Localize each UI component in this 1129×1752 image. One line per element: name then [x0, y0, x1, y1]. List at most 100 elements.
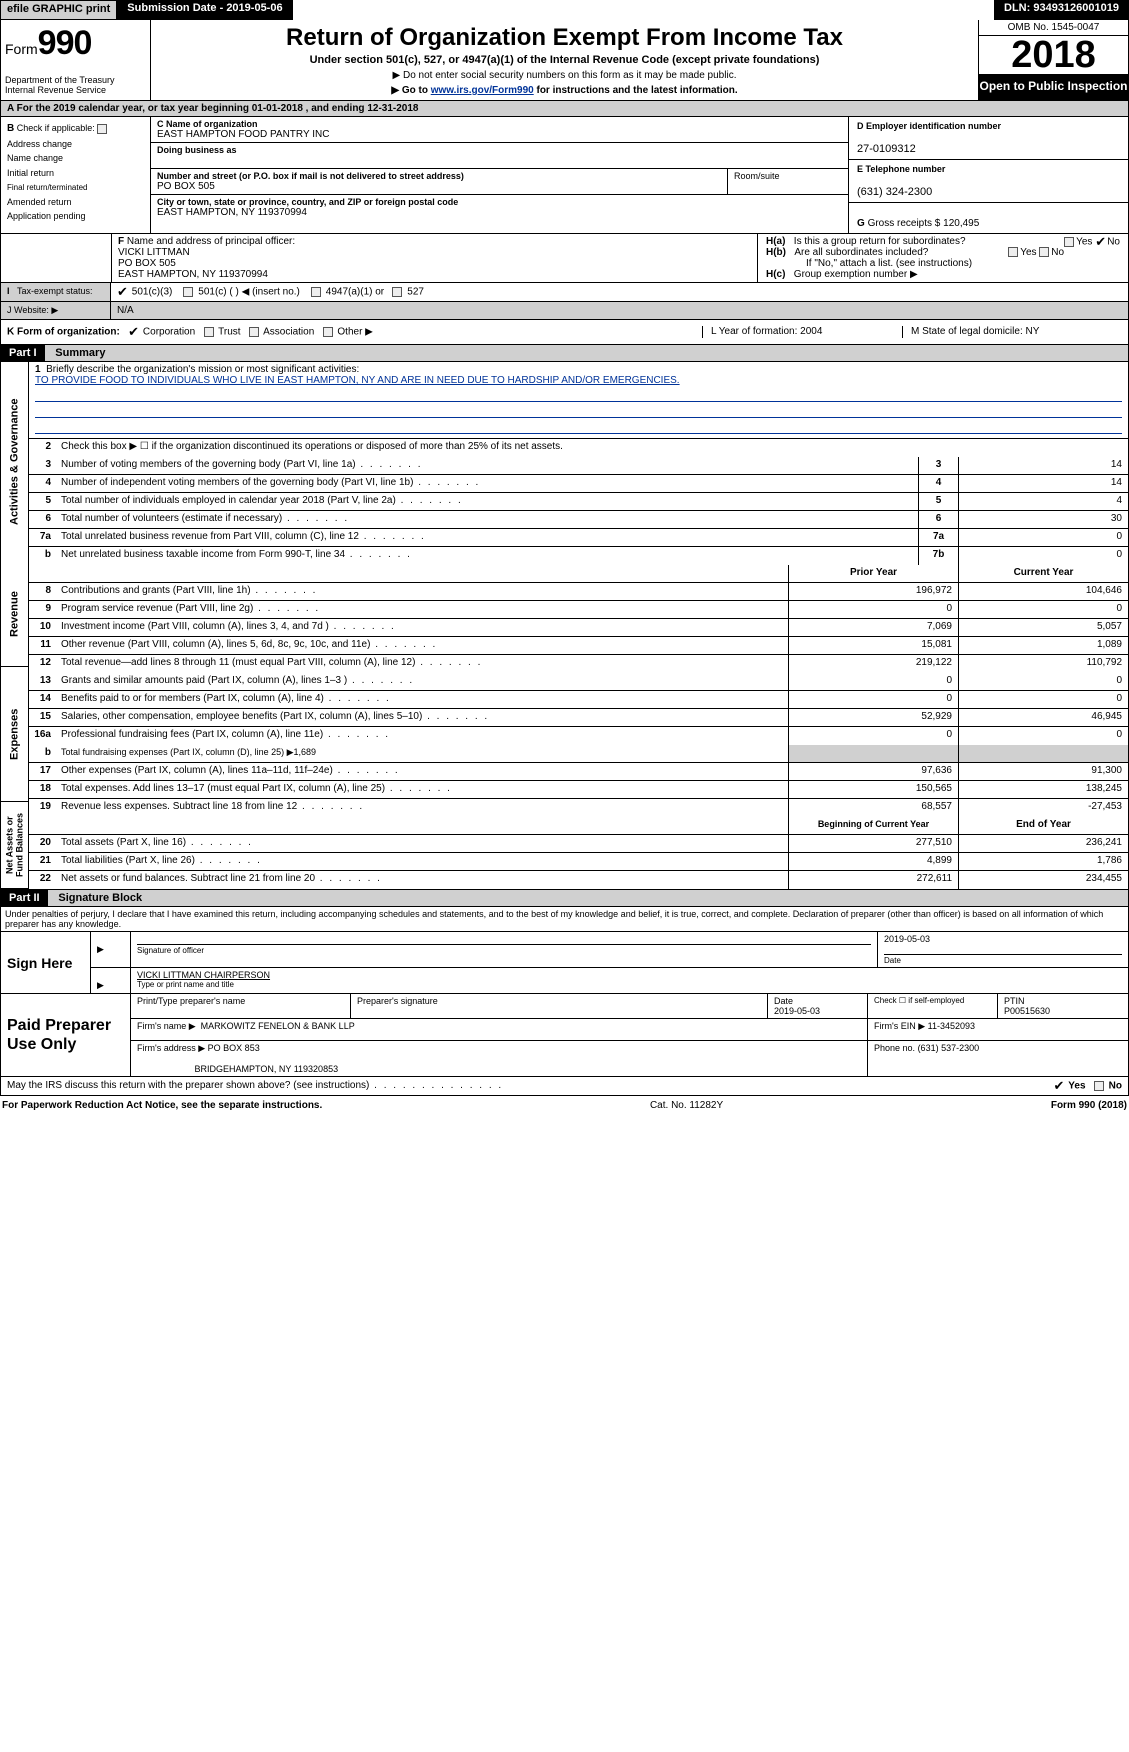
k-assoc-box[interactable]	[249, 327, 259, 337]
line-16a: 16aProfessional fundraising fees (Part I…	[29, 727, 1128, 745]
mission-blank-3	[35, 420, 1122, 434]
line-6: 6Total number of volunteers (estimate if…	[29, 511, 1128, 529]
i-501c-box[interactable]	[183, 287, 193, 297]
ein-label: D Employer identification number	[857, 121, 1001, 131]
sign-here-label: Sign Here	[1, 932, 91, 993]
spacer	[293, 0, 994, 20]
officer-name-lbl: Type or print name and title	[137, 980, 1122, 989]
vtab-revenue: Revenue	[1, 562, 28, 667]
yes-lbl: Yes	[1076, 237, 1092, 248]
row-k: K Form of organization: Corporation Trus…	[0, 320, 1129, 345]
sub3-post: for instructions and the latest informat…	[534, 85, 738, 96]
header-mid: Return of Organization Exempt From Incom…	[151, 20, 978, 100]
hb-yes-box[interactable]	[1008, 247, 1018, 257]
line-20: 20Total assets (Part X, line 16)277,5102…	[29, 835, 1128, 853]
opt-501c: 501(c) ( ) ◀ (insert no.)	[198, 287, 300, 298]
check-pending: Application pending	[7, 211, 86, 221]
summary-body: 1 Briefly describe the organization's mi…	[29, 362, 1128, 889]
phone-cell: E Telephone number (631) 324-2300	[849, 160, 1128, 203]
i-4947-box[interactable]	[311, 287, 321, 297]
sign-body: ▶ Signature of officer 2019-05-03 Date ▶…	[91, 932, 1128, 993]
prep-body: Print/Type preparer's name Preparer's si…	[131, 994, 1128, 1076]
firm-ein-cell: Firm's EIN ▶ 11-3452093	[868, 1019, 1128, 1040]
sig-date-cell: 2019-05-03 Date	[878, 932, 1128, 967]
discuss-no-box[interactable]	[1094, 1081, 1104, 1091]
opt-527: 527	[407, 287, 424, 298]
k-other-box[interactable]	[323, 327, 333, 337]
subtitle-1: Under section 501(c), 527, or 4947(a)(1)…	[157, 54, 972, 66]
sign-here-row: Sign Here ▶ Signature of officer 2019-05…	[1, 932, 1128, 994]
line-16b: b Total fundraising expenses (Part IX, c…	[29, 745, 1128, 763]
k-label: K Form of organization:	[7, 327, 120, 338]
opt-501c3: 501(c)(3)	[132, 287, 173, 298]
tax-year: 2018	[979, 36, 1128, 75]
header-left: Form990 Department of the Treasury Inter…	[1, 20, 151, 100]
ha-yes-box[interactable]	[1064, 237, 1074, 247]
line-b: bNet unrelated business taxable income f…	[29, 547, 1128, 565]
prep-check-cell: Check ☐ if self-employed	[868, 994, 998, 1018]
f-text: Name and address of principal officer:	[127, 236, 295, 247]
line-12: 12Total revenue—add lines 8 through 11 (…	[29, 655, 1128, 673]
city-val: EAST HAMPTON, NY 119370994	[157, 207, 307, 218]
dba-cell: Doing business as	[151, 143, 848, 169]
subtitle-2: ▶ Do not enter social security numbers o…	[157, 70, 972, 81]
mission-blank-1	[35, 388, 1122, 402]
firm-addr2: BRIDGEHAMPTON, NY 119320853	[195, 1064, 339, 1074]
dept-line2: Internal Revenue Service	[5, 86, 146, 96]
k-corp: Corporation	[143, 327, 195, 338]
discuss-row: May the IRS discuss this return with the…	[0, 1077, 1129, 1096]
i-527-box[interactable]	[392, 287, 402, 297]
i-content: 501(c)(3) 501(c) ( ) ◀ (insert no.) 4947…	[111, 283, 1128, 301]
col-headers-2: Beginning of Current Year End of Year	[29, 817, 1128, 835]
line-13: 13Grants and similar amounts paid (Part …	[29, 673, 1128, 691]
room-cell: Room/suite	[728, 169, 848, 194]
line16b-text: Total fundraising expenses (Part IX, col…	[57, 745, 788, 762]
line-17: 17Other expenses (Part IX, column (A), l…	[29, 763, 1128, 781]
col-d-e-g: D Employer identification number 27-0109…	[848, 117, 1128, 233]
line-11: 11Other revenue (Part VIII, column (A), …	[29, 637, 1128, 655]
org-name-cell: C Name of organization EAST HAMPTON FOOD…	[151, 117, 848, 143]
ha-text: Is this a group return for subordinates?	[794, 236, 966, 247]
city-label: City or town, state or province, country…	[157, 197, 458, 207]
part2-bar: Part II Signature Block	[0, 890, 1129, 907]
irs-link[interactable]: www.irs.gov/Form990	[431, 85, 534, 96]
line2-text: Check this box ▶ ☐ if the organization d…	[57, 439, 1128, 457]
check-name: Name change	[7, 153, 63, 163]
part1-bar: Part I Summary	[0, 345, 1129, 362]
checkbox-icon[interactable]	[97, 124, 107, 134]
k-corp-check-icon	[128, 326, 140, 338]
prep-date-cell: Date2019-05-03	[768, 994, 868, 1018]
sub3-pre: ▶ Go to	[391, 85, 430, 96]
sig-date-line: Date	[884, 954, 1122, 965]
k-other: Other ▶	[337, 327, 372, 338]
sig-officer-cell: Signature of officer	[131, 932, 878, 967]
officer-addr1: PO BOX 505	[118, 258, 176, 269]
line-18: 18Total expenses. Add lines 13–17 (must …	[29, 781, 1128, 799]
col-headers-1: Prior Year Current Year	[29, 565, 1128, 583]
summary-table: Activities & Governance Revenue Expenses…	[0, 362, 1129, 890]
shade-cell-1	[788, 745, 958, 762]
firm-phone-val: (631) 537-2300	[918, 1043, 980, 1053]
g-label: G	[857, 218, 865, 229]
check-addr: Address change	[7, 139, 72, 149]
discuss-text: May the IRS discuss this return with the…	[7, 1080, 1054, 1092]
k-trust-box[interactable]	[204, 327, 214, 337]
line-5: 5Total number of individuals employed in…	[29, 493, 1128, 511]
line-21: 21Total liabilities (Part X, line 26)4,8…	[29, 853, 1128, 871]
k-trust: Trust	[218, 327, 240, 338]
shade-cell-2	[958, 745, 1128, 762]
officer-name: VICKI LITTMAN	[118, 247, 190, 258]
open-public: Open to Public Inspection	[979, 75, 1128, 100]
line-4: 4Number of independent voting members of…	[29, 475, 1128, 493]
efile-label: efile GRAPHIC print	[0, 0, 117, 20]
row-f-h: F Name and address of principal officer:…	[0, 234, 1129, 283]
firm-ein-val: 11-3452093	[928, 1021, 975, 1031]
department: Department of the Treasury Internal Reve…	[5, 76, 146, 96]
f-officer: F Name and address of principal officer:…	[111, 234, 758, 282]
ptin-val: P00515630	[1004, 1006, 1050, 1016]
hb-no-box[interactable]	[1039, 247, 1049, 257]
ha-no-check-icon	[1095, 236, 1107, 248]
line-10: 10Investment income (Part VIII, column (…	[29, 619, 1128, 637]
sig-arrow-2: ▶	[91, 968, 131, 993]
i-label: I Tax-exempt status:	[1, 283, 111, 301]
